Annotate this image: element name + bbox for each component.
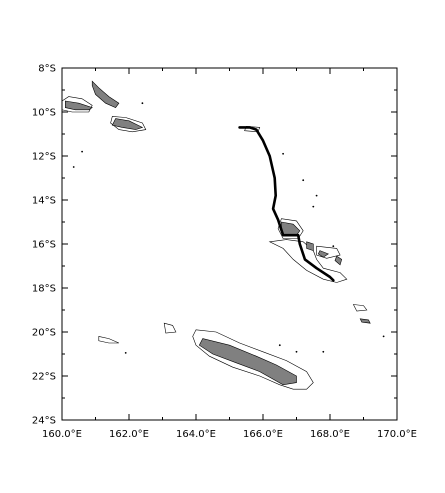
land-layer <box>61 80 385 390</box>
land-mass-7 <box>359 318 371 324</box>
coastline-outline-2 <box>163 322 177 334</box>
axes-layer: 160.0°E 162.0°E 164.0°E 166.0°E 168.0°E 170.0… <box>32 64 417 441</box>
islet-10 <box>278 344 281 347</box>
islet-3 <box>282 152 284 155</box>
y-tick-label: 14°S <box>32 196 56 207</box>
islet-8 <box>295 350 298 353</box>
coastline-outline-3 <box>192 329 314 390</box>
x-tick-label: 168.0°E <box>310 429 350 440</box>
x-tick-label: 170.0°E <box>377 429 417 440</box>
y-tick-label: 20°S <box>32 328 56 339</box>
land-mass-4 <box>306 241 314 252</box>
coastline-outline-5 <box>268 239 348 283</box>
land-mass-0 <box>91 80 120 108</box>
x-tick-label: 164.0°E <box>176 429 216 440</box>
coastline-outline-7 <box>316 245 341 259</box>
x-tick-label: 162.0°E <box>109 429 149 440</box>
y-tick-label: 22°S <box>32 372 56 383</box>
x-tick-label: 166.0°E <box>243 429 283 440</box>
islet-2 <box>72 166 75 168</box>
y-tick-label: 24°S <box>32 416 56 427</box>
storm-track-line <box>238 126 335 282</box>
y-tick-label: 8°S <box>38 64 56 75</box>
y-tick-label: 16°S <box>32 240 56 251</box>
coastline-outline-4 <box>98 336 120 344</box>
y-tick-label: 18°S <box>32 284 56 295</box>
islet-12 <box>332 245 335 248</box>
land-mass-6 <box>334 255 343 266</box>
y-tick-label: 10°S <box>32 108 56 119</box>
plot-frame <box>61 67 398 421</box>
islet-11 <box>124 352 127 354</box>
x-tick-label: 160.0°E <box>42 429 82 440</box>
islet-6 <box>312 205 315 208</box>
islet-0 <box>141 102 144 105</box>
islet-9 <box>322 350 325 353</box>
coastline-outline-1 <box>110 116 147 133</box>
land-mass-8 <box>198 338 297 386</box>
land-mass-2 <box>111 118 144 130</box>
islet-5 <box>315 194 318 197</box>
land-mass-1 <box>65 100 93 111</box>
islet-7 <box>382 335 385 338</box>
islet-1 <box>81 150 83 153</box>
islet-4 <box>302 179 305 182</box>
y-tick-label: 12°S <box>32 152 56 163</box>
coastline-outline-8 <box>352 304 368 312</box>
track-layer <box>238 126 335 282</box>
land-mass-5 <box>317 250 329 258</box>
land-mass-3 <box>281 221 301 236</box>
